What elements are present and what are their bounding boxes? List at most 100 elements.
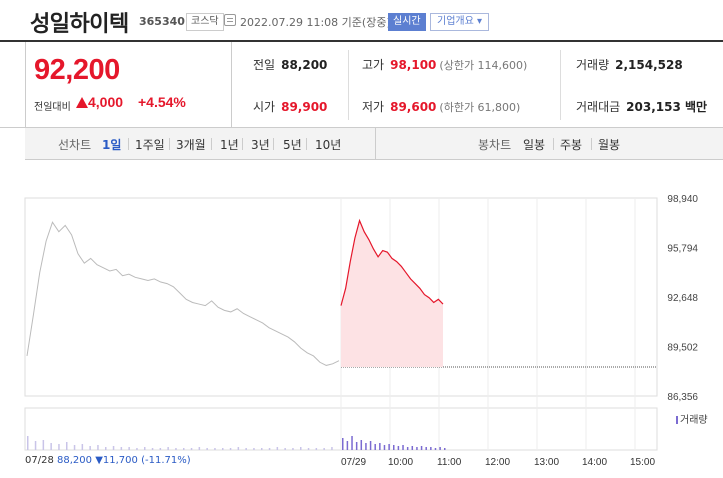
tab-10year[interactable]: 10년 — [315, 138, 342, 152]
y-tick-label: 89,502 — [667, 343, 698, 354]
x-tick-label: 11:00 — [437, 457, 462, 468]
volume-bar — [229, 448, 232, 450]
volume-bar — [402, 445, 404, 450]
volume-bar — [406, 447, 409, 450]
x-tick-label: 14:00 — [582, 457, 607, 468]
today-area — [341, 220, 443, 367]
tab-1year[interactable]: 1년 — [220, 138, 239, 152]
x-tick-label: 15:00 — [630, 457, 655, 468]
volume-bar — [66, 442, 68, 450]
volume-bar — [214, 448, 216, 450]
volume-bar — [175, 448, 177, 450]
volume-bar — [151, 448, 154, 450]
volume-bar — [425, 447, 427, 450]
line-chart-label: 선차트 — [58, 138, 92, 152]
chart-tabs: 선차트 1일 1주일 3개월 1년 3년 5년 10년 봉차트 일봉 주봉 월봉 — [25, 128, 723, 160]
volume-bar — [397, 446, 400, 450]
volume-bar — [73, 445, 76, 450]
volume-bar — [365, 443, 367, 450]
volume-bar — [237, 447, 240, 450]
volume-bar — [222, 448, 224, 450]
market-badge: 코스닥 — [186, 13, 224, 31]
realtime-button[interactable]: 실시간 — [388, 13, 426, 31]
volume-bar — [120, 447, 123, 450]
price-chart: 98,940 95,794 92,648 89,502 86,356 07/29 10:00… — [0, 160, 723, 478]
volume-bar — [379, 443, 381, 450]
volume-legend: 거래량 — [676, 411, 708, 426]
up-arrow-icon — [76, 97, 88, 108]
volume-bar — [206, 448, 208, 450]
volume-bar — [284, 448, 286, 450]
change-value: 4,000 — [88, 94, 124, 110]
stat-high: 고가 98,100 (상한가 114,600) — [362, 58, 528, 72]
y-tick-label: 92,648 — [667, 293, 698, 304]
stat-low: 저가 89,600 (하한가 61,800) — [362, 100, 521, 114]
volume-bar — [136, 448, 138, 450]
y-tick-label: 86,356 — [667, 392, 698, 403]
volume-bar — [50, 443, 52, 450]
prev-day-info: 07/28 88,200 ▼11,700 (-11.71%) — [25, 455, 191, 466]
volume-bar — [183, 448, 185, 450]
volume-bar — [434, 448, 437, 450]
volume-bar — [276, 447, 279, 450]
y-tick-label: 98,940 — [667, 194, 698, 205]
volume-bar — [268, 448, 271, 450]
volume-bar — [369, 441, 372, 450]
volume-bar — [355, 442, 358, 450]
volume-bar — [393, 445, 395, 450]
volume-bar — [420, 446, 423, 450]
tab-3year[interactable]: 3년 — [251, 138, 270, 152]
prev-day-line — [26, 221, 340, 366]
volume-bar — [128, 447, 130, 450]
change-label: 전일대비 — [34, 102, 71, 113]
stat-prev-close: 전일 88,200 — [253, 58, 328, 72]
volume-bar — [253, 448, 255, 450]
volume-bar — [411, 446, 414, 450]
volume-bar — [42, 440, 45, 450]
tab-3month[interactable]: 3개월 — [176, 138, 206, 152]
tab-monthly-candle[interactable]: 월봉 — [598, 138, 621, 152]
volume-bar — [27, 436, 29, 450]
volume-bar — [261, 448, 263, 450]
price-chart-svg: 98,940 95,794 92,648 89,502 86,356 07/29 10:00… — [24, 194, 698, 468]
candle-chart-label: 봉차트 — [478, 138, 512, 152]
volume-bar — [167, 447, 169, 450]
tab-1day[interactable]: 1일 — [102, 138, 122, 152]
volume-bar — [374, 444, 376, 450]
stat-open: 시가 89,900 — [253, 100, 328, 114]
volume-bar — [112, 446, 115, 450]
stock-name: 성일하이텍 — [30, 12, 129, 37]
volume-bar — [58, 444, 60, 450]
volume-bar — [360, 440, 363, 450]
x-tick-label: 13:00 — [534, 457, 559, 468]
volume-bar — [331, 447, 333, 450]
stock-header: 성일하이텍 365340 코스닥 2022.07.29 11:08 기준(장중)… — [0, 0, 723, 42]
clock-icon — [224, 14, 236, 26]
x-tick-label: 07/29 — [341, 457, 366, 468]
volume-bar — [351, 436, 353, 450]
volume-bar — [444, 448, 446, 450]
volume-bar — [105, 447, 107, 450]
stat-volume: 거래량 2,154,528 — [576, 58, 683, 72]
volume-bar — [388, 444, 390, 450]
x-tick-label: 12:00 — [485, 457, 510, 468]
quote-datetime: 2022.07.29 11:08 기준(장중) — [240, 16, 391, 29]
tab-daily-candle[interactable]: 일봉 — [523, 138, 546, 152]
volume-bar — [307, 448, 310, 450]
volume-bar — [190, 448, 193, 450]
tab-1week[interactable]: 1주일 — [135, 138, 165, 152]
volume-bar — [97, 445, 99, 450]
company-overview-dropdown[interactable]: 기업개요 ▾ — [430, 13, 489, 31]
volume-bar — [323, 448, 325, 450]
volume-bar — [342, 438, 344, 450]
volume-bar — [315, 448, 318, 450]
volume-bar — [159, 448, 162, 450]
volume-bar — [346, 441, 349, 450]
tab-5year[interactable]: 5년 — [283, 138, 302, 152]
volume-bar — [144, 447, 146, 450]
current-price: 92,200 — [34, 54, 120, 86]
volume-bar — [300, 447, 302, 450]
price-summary: 92,200 전일대비 4,000 +4.54% 전일 88,200 고가 98,1… — [0, 42, 723, 128]
volume-bar — [416, 447, 418, 450]
tab-weekly-candle[interactable]: 주봉 — [560, 138, 583, 152]
